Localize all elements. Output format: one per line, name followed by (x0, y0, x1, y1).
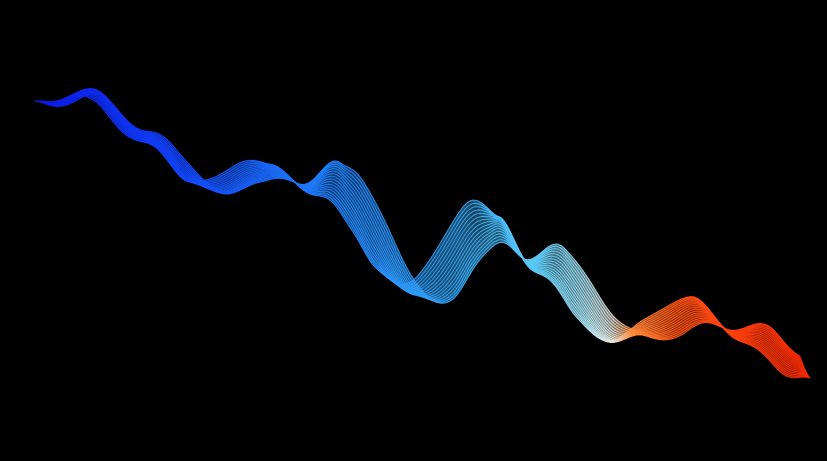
mesh-fill-line (35, 90, 802, 360)
wireframe-mesh-group (34, 88, 811, 379)
mesh-fill-line (39, 88, 806, 370)
mesh-fill-line (38, 88, 805, 368)
mesh-fill-line (44, 95, 811, 379)
